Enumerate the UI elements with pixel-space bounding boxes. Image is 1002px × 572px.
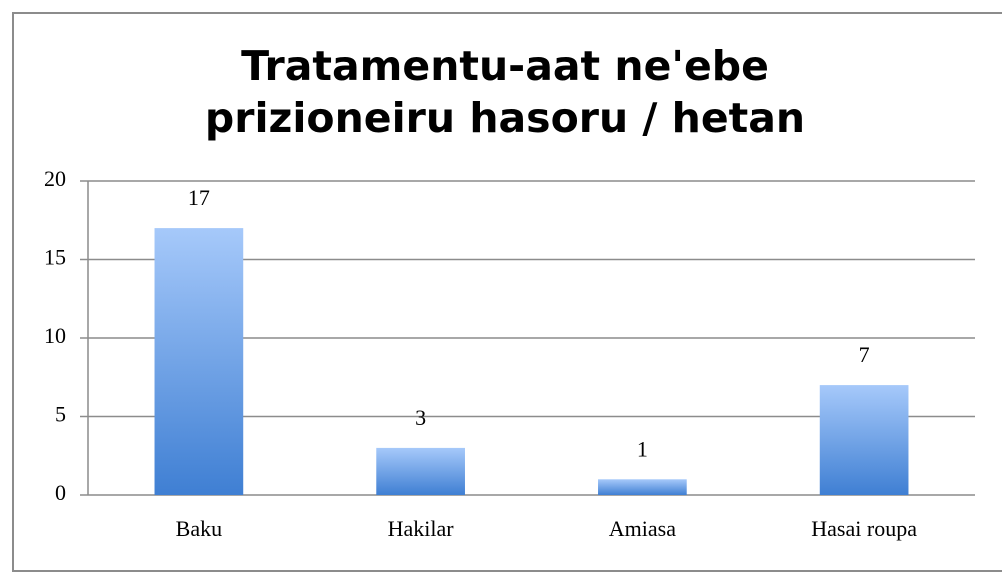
data-label: 1 — [637, 436, 648, 461]
data-label: 17 — [188, 185, 210, 210]
y-tick-label: 0 — [55, 480, 66, 505]
x-tick-label: Hakilar — [388, 516, 455, 541]
y-tick-label: 5 — [55, 402, 66, 427]
page: {"chart_data": {"type": "bar", "title": … — [12, 12, 1002, 572]
y-tick-label: 10 — [44, 323, 66, 348]
bar — [376, 447, 465, 495]
chart-title: Tratamentu-aat ne'ebe prizioneiru hasoru… — [204, 42, 806, 142]
bar — [819, 385, 909, 495]
data-label: 7 — [859, 342, 870, 367]
x-tick-label: Baku — [176, 516, 222, 541]
y-tick-label: 15 — [44, 245, 66, 270]
bar — [154, 228, 244, 495]
y-tick-label: 20 — [44, 166, 66, 191]
bar — [598, 479, 687, 495]
x-tick-label: Hasai roupa — [811, 516, 917, 541]
data-label: 3 — [415, 405, 426, 430]
chart: 0 5 10 15 20 Baku 17 Hakilar 3 Amiasa 1 Hasai roupa… — [44, 166, 975, 541]
x-tick-label: Amiasa — [609, 516, 676, 541]
